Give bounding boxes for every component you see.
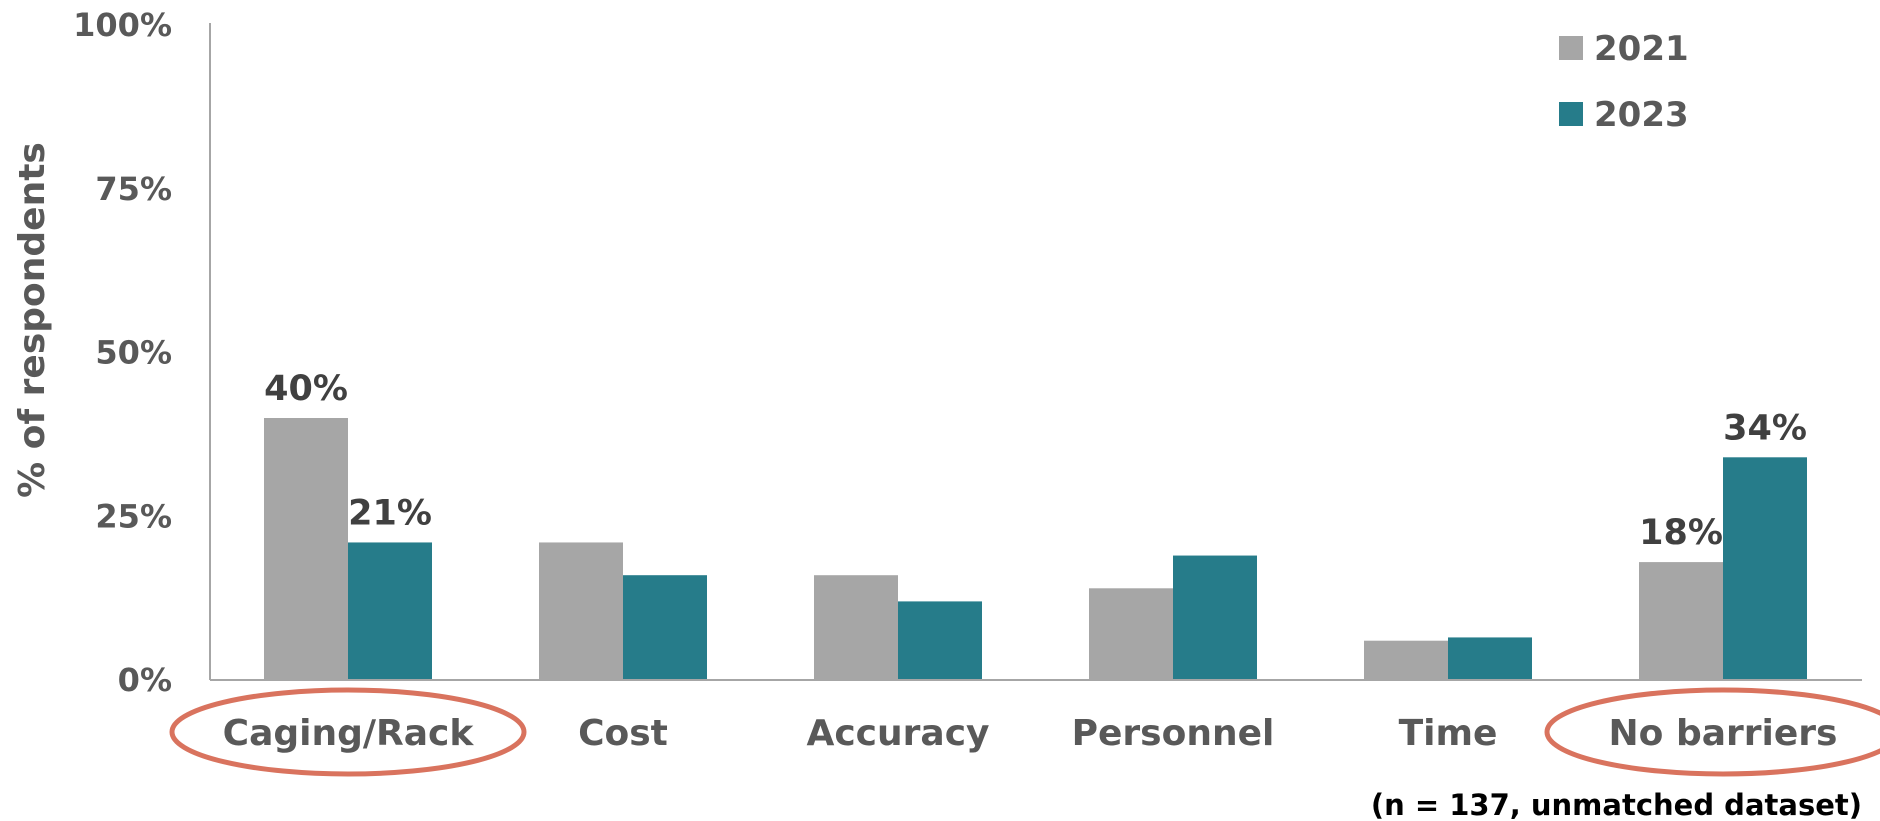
- bar-accuracy-2023: [898, 601, 982, 680]
- bars-layer: [264, 418, 1807, 680]
- legend-swatch-2023: [1559, 102, 1583, 126]
- x-tick-label-caging-rack: Caging/Rack: [223, 713, 475, 754]
- data-label-caging-rack-2023: 21%: [348, 493, 432, 533]
- sample-size-note: (n = 137, unmatched dataset): [1371, 788, 1862, 821]
- bar-personnel-2023: [1173, 555, 1257, 680]
- y-tick-label: 75%: [95, 170, 172, 208]
- y-axis-title: % of respondents: [12, 142, 53, 498]
- axes-layer: [209, 23, 1862, 681]
- bar-no-barriers-2021: [1639, 562, 1723, 680]
- highlight-ellipse-caging-rack: [169, 687, 527, 777]
- legend-label-2023: 2023: [1594, 95, 1689, 135]
- bar-cost-2023: [623, 575, 707, 680]
- y-tick-label: 50%: [95, 334, 172, 372]
- x-tick-label-time: Time: [1399, 713, 1498, 754]
- x-tick-label-no-barriers: No barriers: [1609, 713, 1838, 754]
- data-label-no-barriers-2021: 18%: [1639, 513, 1723, 553]
- y-tick-label: 25%: [95, 497, 172, 535]
- y-tick-label: 0%: [118, 661, 172, 699]
- bar-caging-rack-2021: [264, 418, 348, 680]
- bar-cost-2021: [539, 542, 623, 680]
- text-layer: 0% 25% 50% 75% 100% % of respondents Caging/Ra…: [12, 6, 1862, 821]
- bar-caging-rack-2023: [348, 542, 432, 680]
- legend-swatch-2021: [1559, 36, 1583, 60]
- x-tick-label-accuracy: Accuracy: [806, 713, 989, 754]
- y-tick-label: 100%: [73, 6, 172, 44]
- legend: 2021 2023: [1559, 29, 1689, 135]
- data-label-no-barriers-2023: 34%: [1723, 408, 1807, 448]
- x-tick-label-personnel: Personnel: [1072, 713, 1275, 754]
- legend-label-2021: 2021: [1594, 29, 1689, 69]
- data-label-caging-rack-2021: 40%: [264, 369, 348, 409]
- highlight-ellipses-layer: [169, 687, 1880, 777]
- bar-personnel-2021: [1089, 588, 1173, 680]
- bar-time-2021: [1364, 640, 1448, 680]
- bar-accuracy-2021: [814, 575, 898, 680]
- bar-time-2023: [1448, 637, 1532, 680]
- bar-no-barriers-2023: [1723, 457, 1807, 680]
- x-tick-label-cost: Cost: [578, 713, 668, 754]
- highlight-ellipse-no-barriers: [1544, 687, 1880, 777]
